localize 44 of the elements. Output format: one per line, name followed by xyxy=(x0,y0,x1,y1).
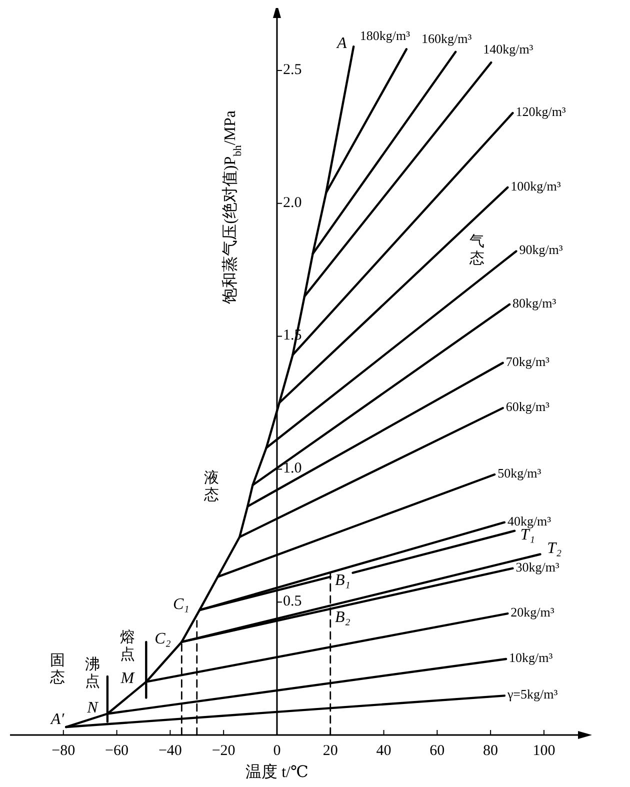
series-label: 10kg/m³ xyxy=(509,650,553,665)
annotation: B₂ xyxy=(334,608,351,626)
series-label: 140kg/m³ xyxy=(483,41,534,56)
x-tick-label: 40 xyxy=(376,743,392,759)
x-tick-label: −40 xyxy=(158,743,182,759)
x-tick-label: −80 xyxy=(52,743,76,759)
annotation: A′ xyxy=(50,710,65,728)
series-label: 40kg/m³ xyxy=(507,513,552,528)
x-tick-label: 100 xyxy=(532,743,556,759)
series-label: 100kg/m³ xyxy=(510,178,561,194)
x-tick-label: 80 xyxy=(483,743,498,759)
series-label: 160kg/m³ xyxy=(421,30,472,46)
series-label: 180kg/m³ xyxy=(360,28,410,44)
y-tick-label: 2.5 xyxy=(282,62,302,78)
annotation: 液态 xyxy=(202,470,219,504)
annotation: 气态 xyxy=(468,233,485,268)
annotation: C₁ xyxy=(173,595,190,612)
series-label: γ=5kg/m³ xyxy=(506,686,558,702)
annotation: T₂ xyxy=(547,540,562,557)
series-label: 80kg/m³ xyxy=(512,295,556,310)
y-tick-label: 2.0 xyxy=(282,194,302,211)
annotation: M xyxy=(120,670,136,687)
x-tick-label: −20 xyxy=(212,743,236,759)
annotation: C₂ xyxy=(154,630,172,647)
series-label: 50kg/m³ xyxy=(498,465,542,480)
x-tick-label: 0 xyxy=(273,743,281,759)
y-tick-label: 0.5 xyxy=(282,594,302,610)
series-label: 60kg/m³ xyxy=(506,399,550,414)
x-axis-title: 温度 t/℃ xyxy=(246,763,308,781)
annotation: N xyxy=(86,699,100,716)
annotation: 熔点 xyxy=(120,629,135,664)
series-label: 70kg/m³ xyxy=(506,354,550,369)
annotation: 沸点 xyxy=(84,656,100,690)
x-tick-label: 20 xyxy=(322,743,338,759)
annotation: 固态 xyxy=(49,652,66,686)
y-tick-label: 1.0 xyxy=(282,460,302,477)
series-label: 20kg/m³ xyxy=(510,604,554,620)
series-label: 30kg/m³ xyxy=(516,559,560,574)
annotation: A xyxy=(336,34,347,52)
series-label: 120kg/m³ xyxy=(516,104,566,119)
x-tick-label: 60 xyxy=(430,743,445,759)
annotation: B₁ xyxy=(334,572,350,589)
x-tick-label: −60 xyxy=(105,743,129,759)
series-label: 90kg/m³ xyxy=(519,242,563,258)
